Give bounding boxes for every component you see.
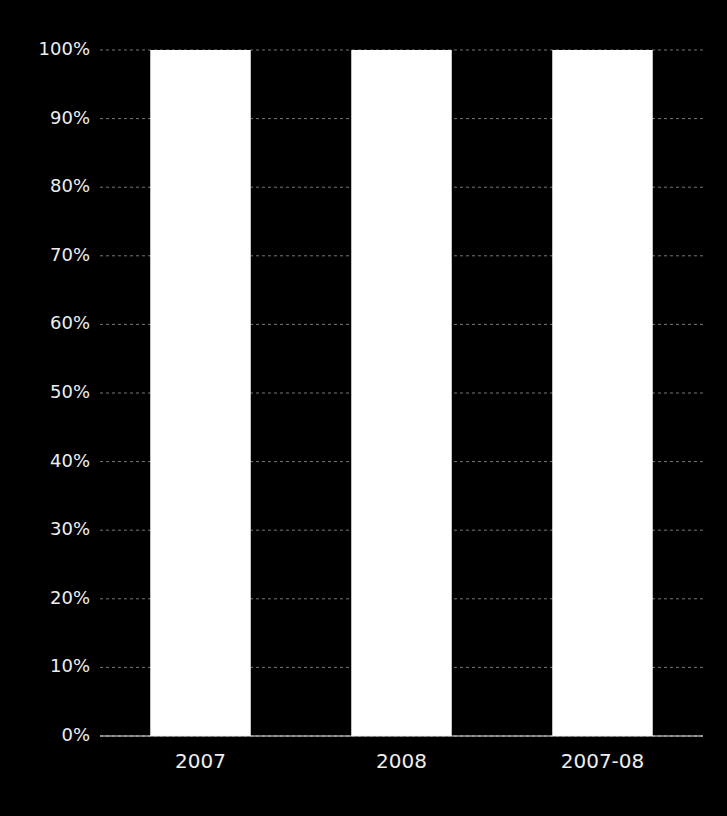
bar — [150, 50, 251, 736]
y-tick-label: 70% — [50, 244, 90, 265]
y-tick-label: 50% — [50, 381, 90, 402]
x-tick-label: 2007-08 — [561, 749, 645, 773]
x-tick-label: 2008 — [376, 749, 427, 773]
chart-svg: 0%10%20%30%40%50%60%70%80%90%100%2007200… — [0, 0, 727, 816]
y-tick-label: 0% — [61, 724, 90, 745]
bars — [150, 50, 653, 736]
x-axis: 2007 2008 2007-08 — [100, 736, 703, 773]
y-tick-label: 40% — [50, 450, 90, 471]
bar — [552, 50, 653, 736]
y-tick-label: 90% — [50, 107, 90, 128]
chart-container: 0%10%20%30%40%50%60%70%80%90%100%2007200… — [0, 0, 727, 816]
y-tick-label: 10% — [50, 655, 90, 676]
y-tick-label: 60% — [50, 312, 90, 333]
y-tick-label: 20% — [50, 587, 90, 608]
y-tick-label: 30% — [50, 518, 90, 539]
y-axis: 0% 10% 20% 30% 40% 50% 60% 70% 80% 90% 100% — [39, 38, 703, 745]
x-tick-label: 2007 — [175, 749, 226, 773]
y-tick-label: 80% — [50, 175, 90, 196]
grid-line — [100, 736, 703, 737]
y-tick-label: 100% — [39, 38, 90, 59]
bar — [351, 50, 452, 736]
x-axis-line — [100, 736, 703, 737]
